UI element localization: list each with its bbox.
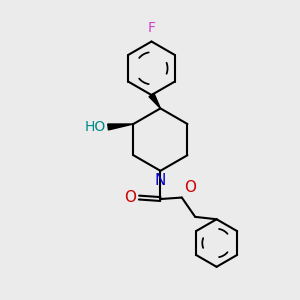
Polygon shape	[108, 124, 134, 130]
Text: HO: HO	[85, 120, 106, 134]
Text: O: O	[124, 190, 136, 205]
Text: O: O	[184, 180, 196, 195]
Text: N: N	[155, 173, 166, 188]
Text: F: F	[148, 21, 155, 35]
Polygon shape	[149, 93, 160, 108]
